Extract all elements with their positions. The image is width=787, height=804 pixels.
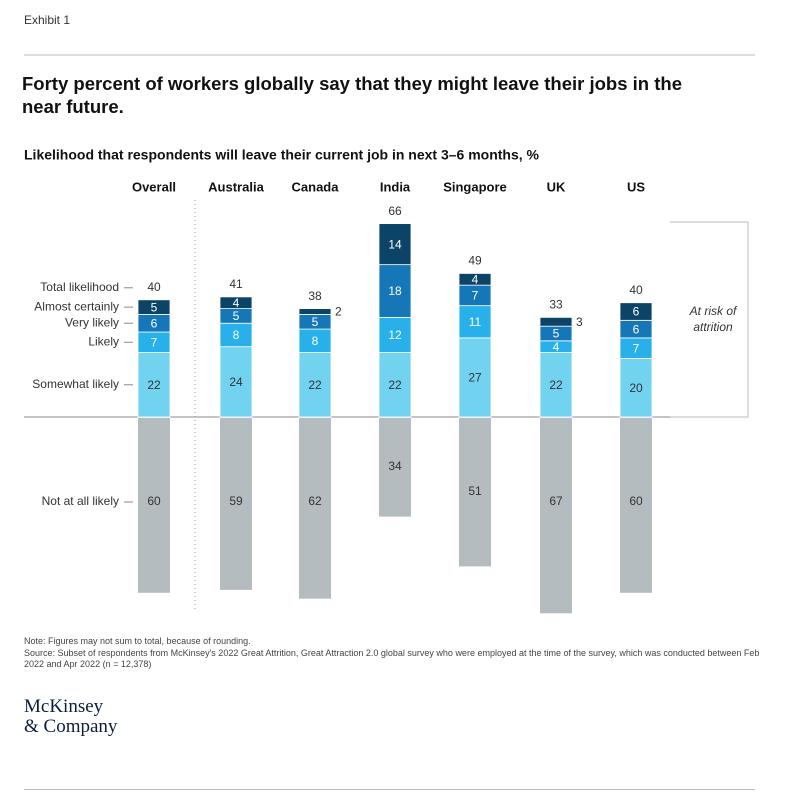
total-label: 66 — [388, 204, 402, 218]
bar-segment — [298, 352, 332, 418]
bar-segment — [539, 316, 573, 327]
bar-segment — [619, 357, 653, 418]
x-tick-label: Australia — [208, 179, 264, 194]
bar-segment — [378, 316, 412, 353]
value-label: 6 — [633, 322, 640, 336]
value-label: 14 — [388, 237, 402, 251]
chart: Exhibit 1 Forty percent of workers globa… — [22, 13, 755, 614]
value-label: 27 — [468, 371, 482, 385]
annotation-box: At risk of attrition — [689, 304, 737, 334]
source: Source: Subset of respondents from McKin… — [24, 648, 760, 669]
value-label: 6 — [633, 305, 640, 319]
bar-segment — [137, 352, 171, 418]
value-label: 20 — [629, 381, 643, 395]
value-label: 11 — [469, 315, 482, 329]
bar-segment — [458, 273, 492, 286]
value-label: 51 — [468, 484, 482, 498]
chart-subtitle: Likelihood that respondents will leave t… — [24, 147, 540, 163]
bar-segment — [458, 305, 492, 339]
x-tick-label: US — [627, 179, 645, 194]
bracket — [670, 221, 749, 418]
bar-segment — [299, 418, 331, 599]
bar-segment — [619, 302, 653, 321]
value-label: 60 — [147, 494, 161, 508]
value-label: 59 — [229, 494, 243, 508]
bar-segment — [458, 337, 492, 418]
legend-label: Total likelihood — [40, 280, 119, 294]
legend-label: Likely — [88, 334, 119, 348]
value-label: 4 — [233, 296, 240, 310]
bar-segment — [137, 299, 171, 315]
value-label: 8 — [233, 328, 240, 342]
value-label: 5 — [151, 300, 158, 314]
value-label: 24 — [229, 375, 243, 389]
total-label: 40 — [629, 283, 643, 297]
bar-segment — [539, 352, 573, 418]
bar-segment — [378, 223, 412, 266]
value-label: 60 — [629, 494, 643, 508]
annotation: At risk of attrition — [689, 304, 737, 334]
x-tick-label: Singapore — [443, 179, 507, 194]
bar-segment — [379, 418, 411, 517]
note: Note: Figures may not sum to total, beca… — [24, 636, 251, 646]
value-label: 22 — [147, 378, 161, 392]
bar-segment — [540, 418, 572, 614]
value-label: 5 — [553, 327, 560, 341]
legend-label: Somewhat likely — [32, 377, 119, 391]
total-label: 33 — [549, 298, 563, 312]
value-label: 34 — [388, 459, 402, 473]
legend-label: Almost certainly — [34, 299, 119, 313]
logo: McKinsey & Company — [24, 697, 117, 737]
bar-segment — [138, 418, 170, 593]
title-box: Forty percent of workers globally say th… — [22, 73, 682, 117]
value-label: 67 — [549, 494, 563, 508]
x-tick-label: UK — [547, 179, 566, 194]
bar-segment — [378, 352, 412, 418]
value-label: 8 — [312, 334, 319, 348]
bar-segment — [220, 418, 252, 590]
bar-segment — [620, 418, 652, 593]
bar-segment — [298, 308, 332, 315]
x-tick-label: India — [380, 179, 411, 194]
exhibit-label: Exhibit 1 — [24, 13, 70, 27]
value-label: 62 — [308, 494, 322, 508]
x-tick-label: Canada — [292, 179, 340, 194]
bar-segment — [459, 418, 491, 567]
logo-line: McKinsey — [24, 696, 104, 717]
value-label: 22 — [308, 378, 322, 392]
x-tick-label: Overall — [132, 179, 176, 194]
bar-segment — [219, 296, 253, 309]
value-label: 5 — [312, 315, 319, 329]
value-label: 5 — [233, 309, 240, 323]
total-label: 41 — [229, 277, 243, 291]
value-label: 22 — [549, 378, 563, 392]
value-label: 7 — [151, 335, 158, 349]
chart-title: Forty percent of workers globally say th… — [22, 73, 682, 117]
value-label: 12 — [388, 328, 402, 342]
bar-segment — [219, 346, 253, 418]
value-label: 6 — [151, 316, 158, 330]
total-label: 49 — [468, 254, 482, 268]
value-label: 4 — [553, 340, 560, 354]
bottom-rule — [24, 789, 755, 790]
value-label: 7 — [633, 341, 640, 355]
value-label: 4 — [472, 272, 479, 286]
legend-label: Not at all likely — [42, 494, 119, 508]
total-label: 38 — [308, 289, 322, 303]
value-label: 22 — [388, 378, 402, 392]
value-label: 3 — [576, 315, 583, 329]
value-label: 18 — [388, 284, 402, 298]
logo-line: & Company — [24, 716, 118, 737]
legend-label: Very likely — [65, 315, 119, 329]
value-label: 2 — [335, 305, 342, 319]
value-label: 7 — [472, 289, 479, 303]
total-label: 40 — [147, 280, 161, 294]
